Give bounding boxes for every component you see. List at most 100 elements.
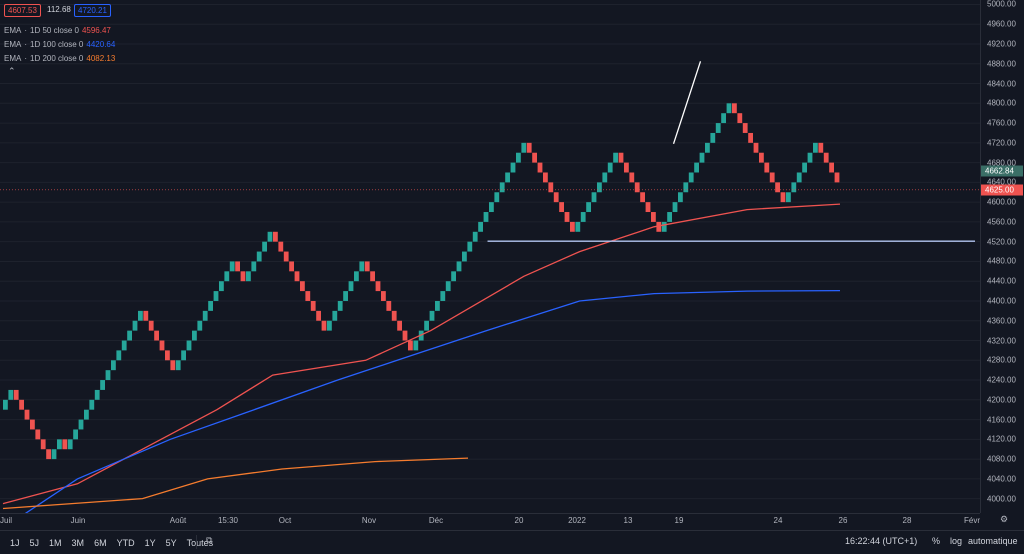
renko-brick bbox=[186, 340, 192, 351]
renko-brick bbox=[532, 152, 537, 163]
price-tag: 4625.00 bbox=[981, 184, 1023, 196]
renko-brick bbox=[273, 231, 278, 242]
legend-ema100[interactable]: EMA · 1D 100 close 0 4420.64 bbox=[4, 40, 118, 49]
price-tick: 4440.00 bbox=[987, 276, 1016, 286]
renko-brick bbox=[796, 172, 802, 183]
timeframe-1y[interactable]: 1Y bbox=[144, 537, 156, 548]
renko-brick bbox=[305, 291, 311, 301]
time-axis[interactable]: Juil Juin Août 15:30 Oct Nov Déc 20 2022 13 19 24 26… bbox=[0, 513, 980, 531]
renko-brick bbox=[818, 142, 824, 153]
renko-brick bbox=[710, 132, 716, 143]
renko-brick bbox=[359, 261, 365, 272]
legend-separator: · bbox=[24, 40, 28, 49]
renko-brick bbox=[327, 320, 332, 331]
renko-brick bbox=[629, 172, 635, 183]
price-tag: 4662.84 bbox=[981, 165, 1023, 177]
renko-brick bbox=[715, 123, 721, 133]
renko-brick bbox=[829, 162, 834, 173]
renko-brick bbox=[445, 281, 451, 292]
price-tick: 4120.00 bbox=[987, 434, 1016, 444]
renko-brick bbox=[505, 172, 510, 183]
price-tick: 4840.00 bbox=[987, 79, 1016, 89]
renko-chart[interactable] bbox=[0, 0, 980, 513]
renko-brick bbox=[435, 300, 440, 311]
auto-scale-toggle[interactable]: automatique bbox=[968, 536, 1018, 546]
price-scale[interactable]: 4000.00 4040.00 4080.00 4120.00 4160.00 4200.… bbox=[980, 0, 1024, 513]
renko-brick bbox=[116, 350, 122, 361]
settings-gear-icon[interactable]: ⚙ bbox=[1000, 514, 1009, 524]
trend-line bbox=[672, 61, 702, 145]
log-toggle[interactable]: log bbox=[950, 536, 963, 546]
percent-toggle[interactable]: % bbox=[932, 536, 941, 546]
renko-brick bbox=[759, 152, 764, 163]
date-range-icon[interactable]: ⧉ bbox=[206, 535, 213, 545]
timeframe-5y[interactable]: 5Y bbox=[165, 537, 177, 548]
timeframe-list: 1J 5J 1M 3M 6M YTD 1Y 5Y Toutes bbox=[0, 538, 213, 548]
renko-brick bbox=[769, 172, 775, 183]
chart-area[interactable]: 4607.53 112.68 4720.21 EMA · 1D 50 close 0… bbox=[0, 0, 980, 513]
price-tick: 4720.00 bbox=[987, 138, 1016, 148]
time-tick: 19 bbox=[674, 516, 684, 525]
timeframe-5j[interactable]: 5J bbox=[29, 537, 40, 548]
renko-brick bbox=[343, 291, 348, 301]
legend-ema50[interactable]: EMA · 1D 50 close 0 4596.47 bbox=[4, 26, 114, 35]
renko-brick bbox=[267, 231, 273, 242]
renko-brick bbox=[181, 350, 186, 361]
legend-name: EMA bbox=[4, 26, 22, 35]
renko-brick bbox=[456, 261, 462, 272]
renko-brick bbox=[224, 271, 230, 282]
legend-separator: · bbox=[24, 26, 28, 35]
renko-brick bbox=[548, 182, 554, 193]
renko-brick bbox=[316, 310, 321, 321]
legend-ema200[interactable]: EMA · 1D 200 close 0 4082.13 bbox=[4, 54, 118, 63]
renko-brick bbox=[62, 439, 68, 450]
renko-brick bbox=[51, 449, 57, 460]
renko-brick bbox=[726, 103, 732, 114]
price-tick: 4400.00 bbox=[987, 296, 1016, 306]
renko-brick bbox=[397, 320, 402, 331]
timeframe-1m[interactable]: 1M bbox=[49, 537, 62, 548]
renko-brick bbox=[483, 212, 489, 222]
timeframe-ytd[interactable]: YTD bbox=[116, 537, 135, 548]
legend-name: EMA bbox=[4, 54, 22, 63]
renko-brick bbox=[386, 300, 392, 311]
renko-brick bbox=[678, 192, 683, 203]
price-tick: 4680.00 bbox=[987, 158, 1016, 168]
renko-brick bbox=[591, 192, 597, 203]
ohlc-close-box: 4720.21 bbox=[74, 4, 111, 17]
timeframe-6m[interactable]: 6M bbox=[94, 537, 107, 548]
renko-brick bbox=[786, 192, 791, 203]
renko-brick bbox=[656, 221, 662, 232]
renko-brick bbox=[375, 281, 381, 292]
renko-brick bbox=[705, 142, 710, 153]
renko-brick bbox=[721, 113, 726, 124]
renko-brick bbox=[462, 251, 467, 262]
renko-brick bbox=[391, 310, 397, 321]
renko-brick bbox=[813, 142, 818, 153]
renko-brick bbox=[246, 271, 251, 282]
timeframe-1j[interactable]: 1J bbox=[10, 537, 20, 548]
renko-brick bbox=[84, 409, 89, 420]
time-tick: Févr bbox=[964, 516, 980, 525]
renko-brick bbox=[472, 231, 478, 242]
collapse-legend-icon[interactable]: ⌃ bbox=[8, 66, 16, 76]
time-tick: 20 bbox=[514, 516, 524, 525]
time-tick: Juil bbox=[0, 516, 13, 525]
price-tick: 4160.00 bbox=[987, 415, 1016, 425]
clock-time: 16:22:44 (UTC+1) bbox=[845, 536, 918, 546]
renko-brick bbox=[516, 152, 521, 163]
renko-brick bbox=[127, 330, 132, 341]
timeframe-3m[interactable]: 3M bbox=[71, 537, 85, 548]
time-tick: Nov bbox=[361, 516, 377, 525]
price-tick: 5000.00 bbox=[987, 0, 1016, 9]
ohlc-close: 4720.21 bbox=[78, 6, 107, 15]
price-tick: 4360.00 bbox=[987, 316, 1016, 326]
timeframe-toutes[interactable]: Toutes bbox=[186, 537, 214, 548]
renko-brick bbox=[543, 172, 548, 183]
price-tick: 4200.00 bbox=[987, 395, 1016, 405]
renko-brick bbox=[175, 360, 181, 371]
renko-brick bbox=[202, 310, 208, 321]
time-tick: Août bbox=[169, 516, 187, 525]
time-tick: 13 bbox=[623, 516, 633, 525]
renko-brick bbox=[197, 320, 203, 331]
